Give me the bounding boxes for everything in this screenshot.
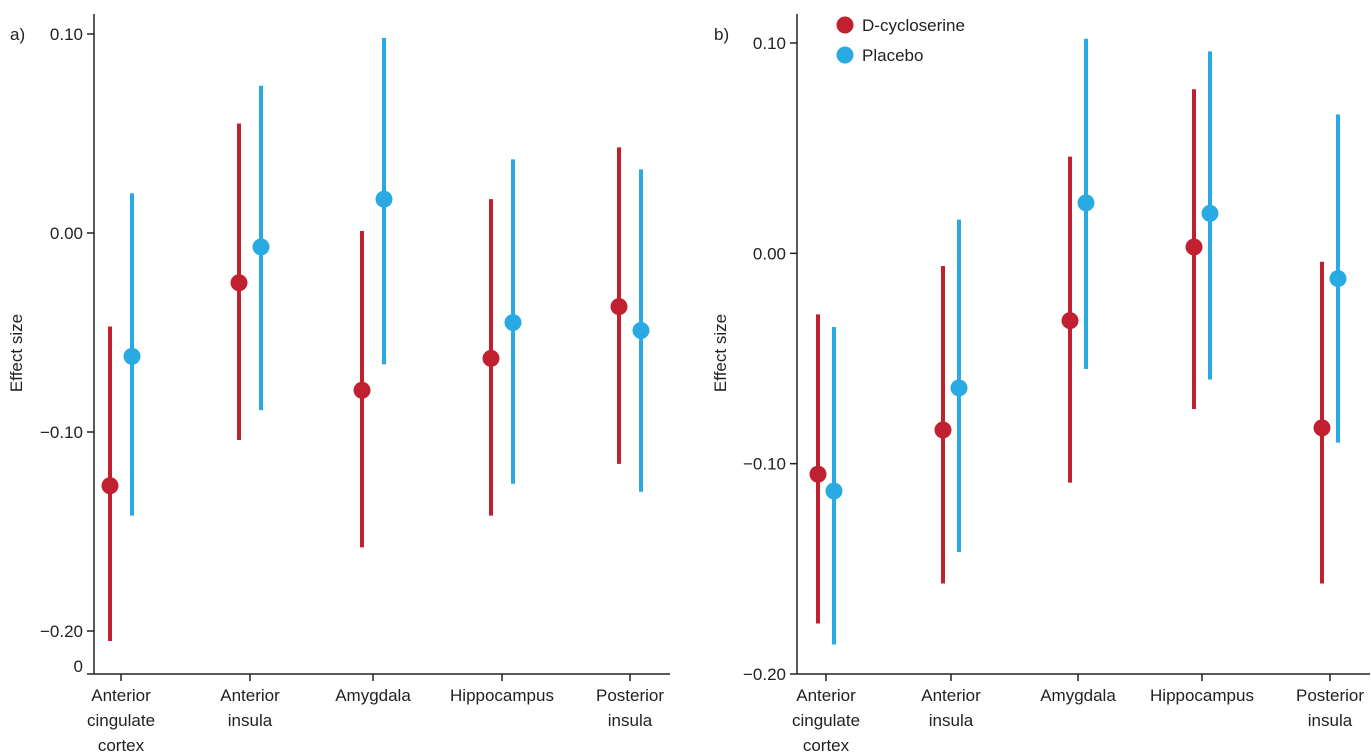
dcycloserine-point: [934, 421, 952, 439]
x-category-label: Amygdala: [335, 686, 411, 705]
legend: D-cycloserine Placebo: [836, 16, 965, 65]
dcycloserine-point: [809, 465, 827, 483]
x-category-label: Hippocampus: [1150, 686, 1254, 705]
x-category-label: Posterior: [1296, 686, 1364, 705]
placebo-point: [504, 314, 522, 332]
x-category-label: insula: [1308, 711, 1353, 730]
legend-label: Placebo: [862, 46, 923, 65]
x-category-label: cortex: [98, 736, 145, 755]
legend-marker-placebo: [836, 46, 854, 64]
legend-label: D-cycloserine: [862, 16, 965, 35]
legend-marker-dcycloserine: [836, 16, 854, 34]
y-tick-label: −0.20: [40, 622, 83, 641]
dcycloserine-point: [610, 298, 628, 316]
placebo-point: [825, 482, 843, 500]
y-tick-label: 0.00: [50, 224, 83, 243]
placebo-point: [1329, 270, 1347, 288]
y-tick-label-zero: 0: [74, 657, 83, 676]
x-category-label: insula: [228, 711, 273, 730]
placebo-point: [1201, 204, 1219, 222]
y-tick-label: 0.10: [753, 34, 786, 53]
x-category-label: cortex: [803, 736, 850, 755]
chart-panel-b: b) 0.10 0.00 −0.10 −0.20 Effect size Anterior c…: [711, 14, 1370, 755]
y-tick-label: 0.10: [50, 25, 83, 44]
dcycloserine-point: [1061, 312, 1079, 330]
dcycloserine-point: [230, 274, 248, 292]
placebo-point: [950, 379, 968, 397]
x-category-label: Anterior: [220, 686, 280, 705]
x-category-label: Hippocampus: [450, 686, 554, 705]
y-tick-label: −0.20: [743, 665, 786, 684]
placebo-point: [1077, 194, 1095, 212]
y-tick-label: −0.10: [743, 455, 786, 474]
x-category-label: cingulate: [87, 711, 155, 730]
y-tick-label: −0.10: [40, 423, 83, 442]
dcycloserine-point: [1185, 238, 1203, 256]
x-category-label: Posterior: [596, 686, 664, 705]
y-axis-title: Effect size: [711, 314, 730, 392]
dcycloserine-point: [353, 381, 371, 399]
dcycloserine-point: [1313, 419, 1331, 437]
dcycloserine-point: [482, 349, 500, 367]
x-category-label: Amygdala: [1040, 686, 1116, 705]
panel-label: a): [10, 25, 25, 44]
x-category-label: Anterior: [921, 686, 981, 705]
panel-label: b): [714, 25, 729, 44]
dcycloserine-point: [101, 477, 119, 495]
x-category-label: Anterior: [91, 686, 151, 705]
placebo-point: [632, 322, 650, 340]
placebo-point: [375, 190, 393, 208]
placebo-point: [252, 238, 270, 256]
y-tick-label: 0.00: [753, 244, 786, 263]
chart-panel-a: a) 0.10 0.00 −0.10 −0.20 0 Effect size Anterior…: [7, 14, 670, 755]
placebo-point: [123, 347, 141, 365]
x-category-label: insula: [929, 711, 974, 730]
x-category-label: cingulate: [792, 711, 860, 730]
x-category-label: insula: [608, 711, 653, 730]
x-category-label: Anterior: [796, 686, 856, 705]
y-axis-title: Effect size: [7, 314, 26, 392]
